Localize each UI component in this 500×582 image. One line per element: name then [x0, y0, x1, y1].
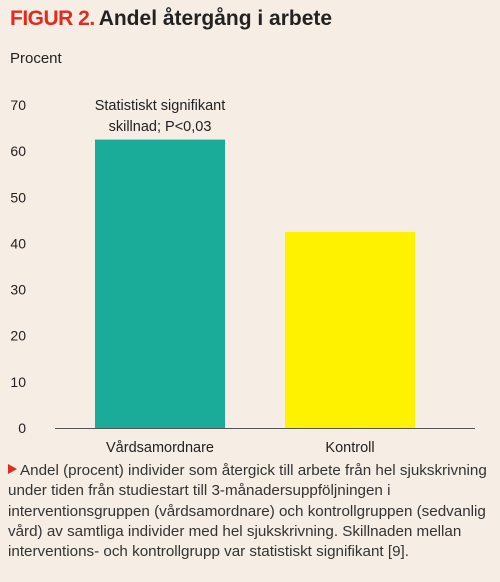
figure-title: FIGUR 2. Andel återgång i arbete: [10, 6, 332, 32]
x-tick-label: Kontroll: [325, 440, 374, 456]
y-tick-label: 60: [10, 143, 26, 159]
annotation-line: skillnad; P<0,03: [109, 119, 212, 135]
y-tick-label: 30: [10, 282, 26, 298]
bar-1: [285, 231, 415, 428]
y-axis-ticks: 0 10 20 30 40 50 60 70: [10, 97, 26, 436]
bar-0: [95, 139, 225, 428]
bar-chart: 0 10 20 30 40 50 60 70 Vårdsamordnare Kontroll S…: [10, 97, 475, 456]
y-tick-label: 50: [10, 189, 26, 205]
x-tick-label: Vårdsamordnare: [106, 440, 214, 456]
figure-name: Andel återgång i arbete: [98, 7, 333, 30]
y-tick-label: 10: [10, 374, 26, 390]
figure-label: FIGUR 2.: [10, 7, 95, 30]
y-tick-label: 40: [10, 235, 26, 251]
y-tick-label: 0: [18, 420, 26, 436]
y-tick-label: 70: [10, 97, 26, 113]
caption-bullet-icon: [8, 464, 17, 474]
y-tick-label: 20: [10, 328, 26, 344]
bars: [55, 139, 475, 429]
y-axis-label: Procent: [10, 50, 62, 67]
significance-annotation: Statistiskt signifikant skillnad; P<0,03: [95, 98, 226, 135]
figure-caption: Andel (procent) individer som återgick t…: [8, 461, 492, 562]
annotation-line: Statistiskt signifikant: [95, 98, 226, 114]
x-axis-labels: Vårdsamordnare Kontroll: [106, 440, 375, 456]
caption-text: Andel (procent) individer som återgick t…: [8, 462, 487, 561]
